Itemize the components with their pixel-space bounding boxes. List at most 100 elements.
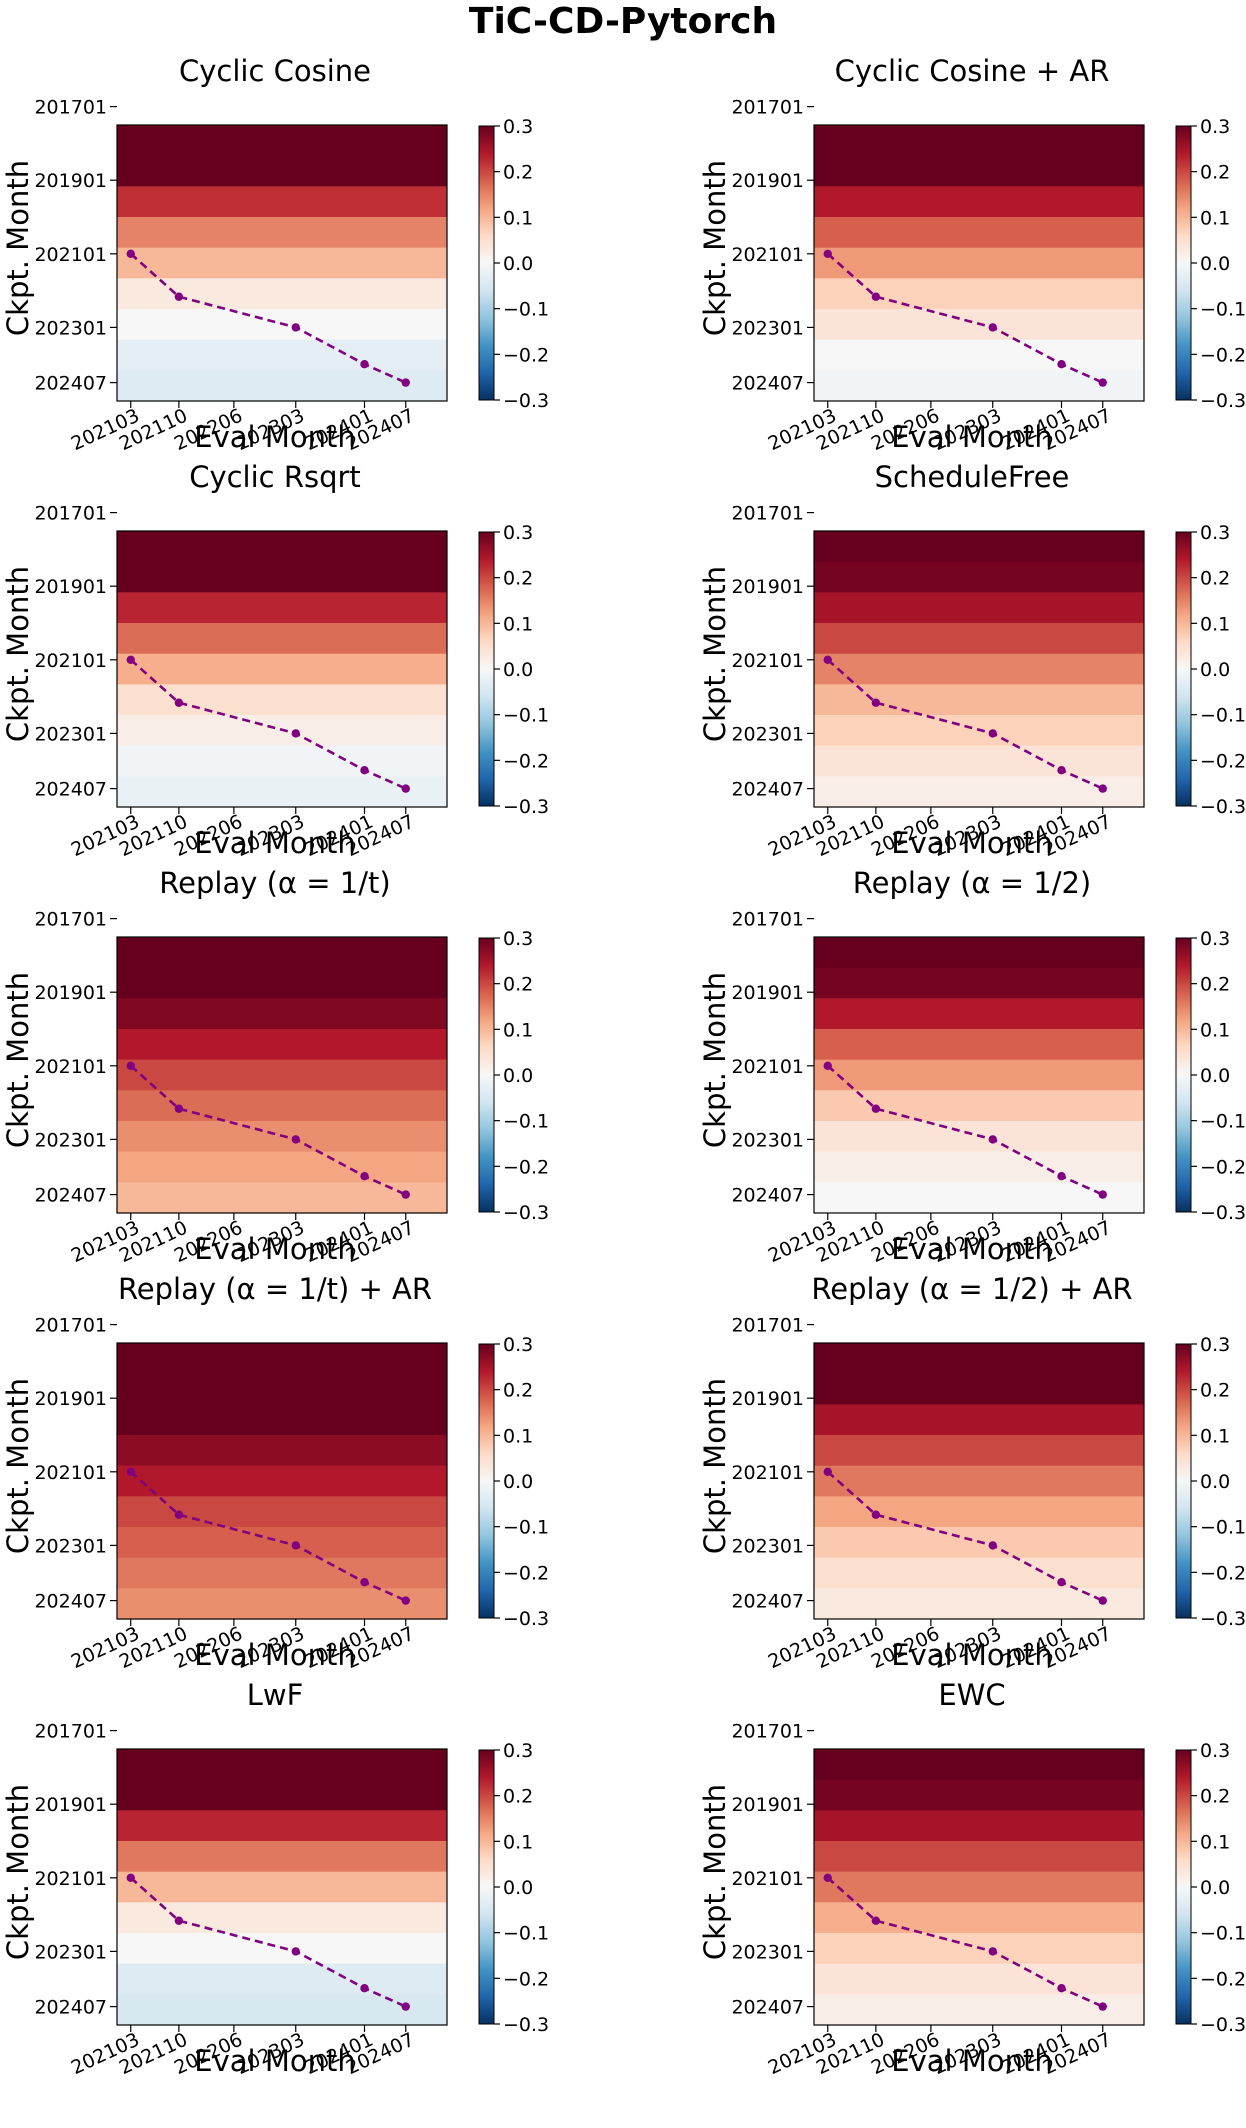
heatmap-cell-row xyxy=(117,1343,447,1375)
heatmap-cell-row xyxy=(814,776,1144,808)
y-tick-label: 202301 xyxy=(731,1129,804,1151)
heatmap-cell-row xyxy=(117,1557,447,1589)
colorbar-tick-label: 0.3 xyxy=(503,116,533,138)
y-tick-label: 202407 xyxy=(34,1591,107,1613)
y-tick-label: 201901 xyxy=(34,982,107,1004)
heatmap-cell-row xyxy=(117,1749,447,1781)
diagonal-point xyxy=(401,2002,410,2011)
heatmap-cell-row xyxy=(117,1963,447,1995)
heatmap-cell-row xyxy=(117,186,447,218)
heatmap-cell-row xyxy=(117,1373,447,1405)
heatmap-frame xyxy=(116,124,448,402)
colorbar-tick-label: −0.2 xyxy=(1200,1968,1246,1990)
y-tick-label: 202101 xyxy=(731,1056,804,1078)
colorbar-tick-label: −0.2 xyxy=(503,1562,549,1584)
heatmap-cell-row xyxy=(814,623,1144,655)
heatmap-cell-row xyxy=(814,370,1144,402)
colorbar-tick-label: −0.2 xyxy=(1200,1562,1246,1584)
colorbar-tick-label: 0.3 xyxy=(503,928,533,950)
colorbar-tick-label: −0.2 xyxy=(1200,344,1246,366)
diagonal-point xyxy=(126,1061,135,1070)
colorbar-tick-label: 0.2 xyxy=(1200,162,1230,184)
diagonal-point xyxy=(126,655,135,664)
colorbar-tick-label: −0.1 xyxy=(503,1923,549,1945)
heatmap-cell-row xyxy=(117,776,447,808)
panel-title: LwF xyxy=(246,1678,304,1712)
heatmap-cell-row xyxy=(814,745,1144,777)
colorbar-tick-label: −0.1 xyxy=(1200,299,1246,321)
x-tick-label: 202303 xyxy=(233,1623,308,1674)
heatmap-cell-row xyxy=(814,1151,1144,1183)
heatmap-cell-row xyxy=(814,937,1144,969)
colorbar-tick-label: 0.2 xyxy=(503,162,533,184)
diagonal-point xyxy=(1098,1596,1107,1605)
diagonal-point xyxy=(823,1061,832,1070)
heatmap-svg: 2017012019012021012023012024072021032021… xyxy=(34,1721,549,2080)
y-tick-label: 202101 xyxy=(34,1868,107,1890)
heatmap-cell-row xyxy=(814,684,1144,716)
diagonal-point xyxy=(823,249,832,258)
panel-title: ScheduleFree xyxy=(874,460,1070,494)
heatmap-cell-row xyxy=(117,1029,447,1061)
diagonal-point xyxy=(1057,360,1066,369)
heatmap-cell-row xyxy=(814,247,1144,279)
diagonal-point xyxy=(291,1947,300,1956)
colorbar xyxy=(1175,1343,1192,1619)
heatmap-panel-cyclic-cosine: Cyclic Cosine Ckpt. Month Eval Month 201701… xyxy=(0,52,560,456)
heatmap-panel-replay-1-2: Replay (α = 1/2) Ckpt. Month Eval Month 201… xyxy=(697,864,1246,1267)
colorbar-tick-label: −0.1 xyxy=(1200,705,1246,727)
heatmap-cell-row xyxy=(117,1059,447,1091)
heatmap-cell-row xyxy=(814,1465,1144,1497)
colorbar xyxy=(478,531,495,807)
heatmap-frame xyxy=(813,124,1145,402)
heatmap-svg: 2017012019012021012023012024072021032021… xyxy=(34,97,549,456)
colorbar-tick-label: −0.3 xyxy=(1200,1202,1246,1224)
y-tick-label: 202407 xyxy=(731,373,804,395)
heatmap-svg: 2017012019012021012023012024072021032021… xyxy=(731,503,1246,862)
diagonal-point xyxy=(988,323,997,332)
diagonal-point xyxy=(1057,1172,1066,1181)
y-tick-label: 201901 xyxy=(34,1794,107,1816)
colorbar-tick-label: −0.3 xyxy=(1200,390,1246,412)
colorbar xyxy=(1175,125,1192,401)
colorbar-tick-label: −0.3 xyxy=(503,390,549,412)
colorbar-tick-label: 0.1 xyxy=(1200,1831,1230,1853)
diagonal-point xyxy=(174,1510,184,1519)
heatmap-cell-row xyxy=(117,1871,447,1903)
heatmap-cell-row xyxy=(117,1810,447,1842)
heatmap-cell-row xyxy=(117,998,447,1030)
colorbar-tick-label: 0.3 xyxy=(503,522,533,544)
heatmap-cell-row xyxy=(117,653,447,685)
heatmap-cell-row xyxy=(814,1902,1144,1934)
diagonal-point xyxy=(360,766,369,775)
diagonal-point xyxy=(401,378,410,387)
diagonal-point xyxy=(401,1596,410,1605)
heatmap-cell-row xyxy=(117,623,447,655)
colorbar-tick-label: −0.3 xyxy=(1200,2014,1246,2036)
diagonal-point xyxy=(988,1541,997,1550)
diagonal-point xyxy=(1098,2002,1107,2011)
y-tick-label: 202407 xyxy=(731,1185,804,1207)
heatmap-cell-row xyxy=(117,125,447,157)
diagonal-point xyxy=(988,1135,997,1144)
panel-title: Cyclic Rsqrt xyxy=(189,460,361,494)
heatmap-cell-row xyxy=(117,278,447,310)
diagonal-point xyxy=(291,323,300,332)
y-tick-label: 202101 xyxy=(731,650,804,672)
y-tick-label: 202101 xyxy=(731,1462,804,1484)
colorbar-tick-label: −0.2 xyxy=(1200,1156,1246,1178)
colorbar-tick-label: 0.2 xyxy=(503,1380,533,1402)
y-tick-label: 201701 xyxy=(34,1721,107,1743)
colorbar-tick-label: 0.0 xyxy=(1200,659,1230,681)
colorbar xyxy=(478,1343,495,1619)
heatmap-cell-row xyxy=(814,339,1144,371)
colorbar-tick-label: 0.0 xyxy=(1200,253,1230,275)
x-axis-label: Eval Month xyxy=(891,420,1053,454)
y-tick-label: 202301 xyxy=(34,723,107,745)
colorbar-tick-label: −0.2 xyxy=(503,750,549,772)
y-tick-label: 202407 xyxy=(34,1185,107,1207)
heatmap-cell-row xyxy=(814,155,1144,187)
heatmap-cell-row xyxy=(117,937,447,969)
colorbar xyxy=(1175,1749,1192,2025)
panel-title: Replay (α = 1/2) + AR xyxy=(811,1272,1133,1306)
